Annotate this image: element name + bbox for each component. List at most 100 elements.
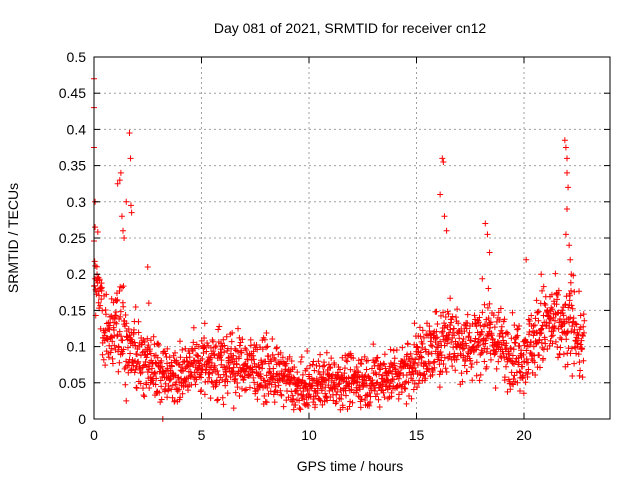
- data-point: [127, 202, 134, 209]
- data-point: [440, 158, 447, 165]
- data-point: [460, 336, 467, 343]
- data-point: [290, 374, 297, 381]
- data-point: [198, 387, 205, 394]
- data-point: [509, 309, 516, 316]
- data-point: [426, 360, 433, 367]
- data-point: [341, 370, 348, 377]
- data-point: [452, 314, 459, 321]
- data-point: [451, 332, 458, 339]
- data-point: [264, 384, 271, 391]
- data-point: [130, 362, 137, 369]
- data-point: [434, 334, 441, 341]
- data-point: [286, 353, 293, 360]
- data-point: [554, 296, 561, 303]
- data-point: [427, 330, 434, 337]
- data-point: [369, 381, 376, 388]
- data-point: [500, 350, 507, 357]
- y-tick-label: 0.1: [67, 339, 87, 355]
- data-point: [100, 356, 107, 363]
- data-point: [342, 352, 349, 359]
- data-point: [461, 362, 468, 369]
- data-point: [361, 353, 368, 360]
- data-point: [207, 354, 214, 361]
- data-point: [288, 358, 295, 365]
- data-point: [321, 362, 328, 369]
- data-point: [556, 315, 563, 322]
- data-point: [572, 320, 579, 327]
- data-point: [539, 344, 546, 351]
- data-point: [157, 399, 164, 406]
- data-point: [404, 341, 411, 348]
- data-point: [559, 307, 566, 314]
- data-point: [418, 354, 425, 361]
- data-point: [247, 336, 254, 343]
- data-point: [485, 315, 492, 322]
- data-point: [431, 358, 438, 365]
- data-point: [131, 369, 138, 376]
- data-point: [269, 351, 276, 358]
- y-tick-label: 0: [78, 411, 86, 427]
- data-point: [217, 352, 224, 359]
- data-point: [292, 402, 299, 409]
- data-point: [447, 326, 454, 333]
- data-point: [362, 372, 369, 379]
- data-point: [143, 354, 150, 361]
- data-point: [259, 365, 266, 372]
- data-point: [523, 347, 530, 354]
- data-point: [156, 389, 163, 396]
- data-point: [363, 366, 370, 373]
- data-point: [519, 363, 526, 370]
- data-point: [476, 314, 483, 321]
- data-point: [526, 329, 533, 336]
- data-point: [491, 324, 498, 331]
- data-point: [250, 352, 257, 359]
- data-point: [460, 352, 467, 359]
- data-point: [368, 386, 375, 393]
- data-point: [190, 339, 197, 346]
- data-point: [412, 356, 419, 363]
- data-point: [211, 362, 218, 369]
- data-point: [133, 384, 140, 391]
- data-point: [546, 315, 553, 322]
- data-point: [453, 356, 460, 363]
- data-point: [214, 368, 221, 375]
- data-point: [449, 363, 456, 370]
- data-point: [241, 368, 248, 375]
- data-point: [97, 302, 104, 309]
- data-point: [295, 390, 302, 397]
- data-point: [312, 401, 319, 408]
- data-point: [146, 384, 153, 391]
- data-point: [331, 361, 338, 368]
- data-point: [247, 342, 254, 349]
- data-point: [530, 322, 537, 329]
- chart-title: Day 081 of 2021, SRMTID for receiver cn1…: [214, 20, 487, 36]
- data-point: [526, 317, 533, 324]
- x-tick-label: 0: [90, 427, 98, 443]
- data-point: [235, 325, 242, 332]
- data-point: [535, 308, 542, 315]
- data-point: [241, 387, 248, 394]
- data-point: [102, 311, 109, 318]
- data-point: [254, 386, 261, 393]
- data-point: [350, 355, 357, 362]
- data-point: [127, 350, 134, 357]
- data-point: [368, 365, 375, 372]
- data-point: [140, 392, 147, 399]
- data-point: [496, 316, 503, 323]
- data-point: [574, 343, 581, 350]
- data-point: [568, 271, 575, 278]
- data-point: [391, 362, 398, 369]
- data-point: [536, 364, 543, 371]
- data-point: [291, 380, 298, 387]
- data-point: [527, 350, 534, 357]
- data-point: [419, 344, 426, 351]
- data-point: [580, 329, 587, 336]
- data-point: [147, 337, 154, 344]
- data-point: [469, 377, 476, 384]
- y-tick-label: 0.5: [67, 49, 87, 65]
- data-point: [109, 338, 116, 345]
- data-point: [468, 364, 475, 371]
- x-axis-label: GPS time / hours: [297, 458, 404, 474]
- data-point: [113, 297, 120, 304]
- data-point: [127, 155, 134, 162]
